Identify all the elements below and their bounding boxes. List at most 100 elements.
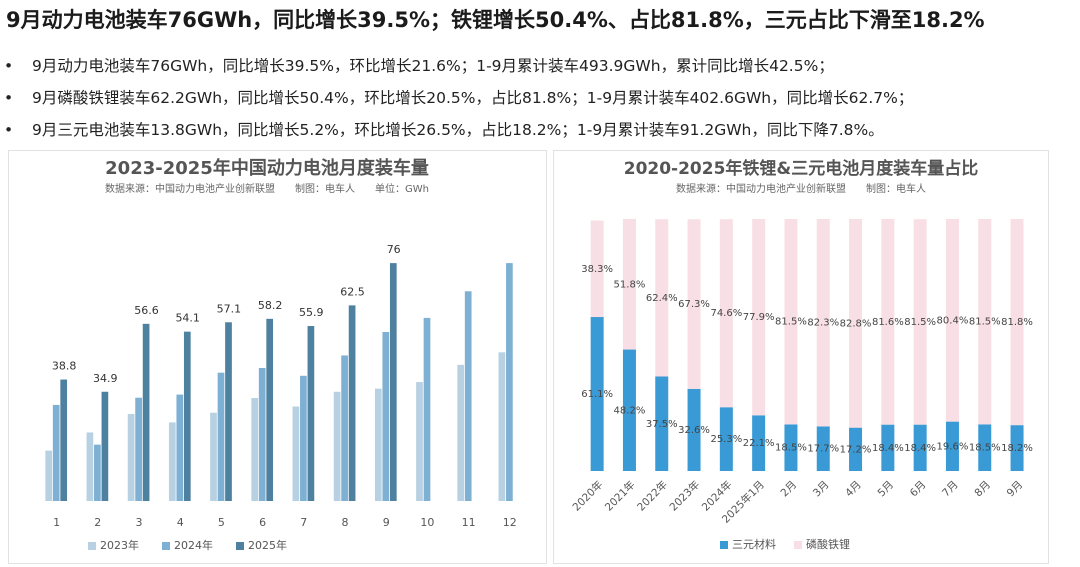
bar <box>266 318 274 501</box>
data-label: 77.9% <box>743 312 775 323</box>
data-label: 22.1% <box>743 438 775 449</box>
data-label: 18.5% <box>775 443 807 454</box>
bullet: • 9月三元电池装车13.8GWh，同比增长5.2%，环比增长26.5%，占比18… <box>4 121 884 139</box>
bar <box>374 388 382 501</box>
bar <box>176 394 184 501</box>
x-tick-label: 12 <box>503 516 517 529</box>
legend-label: 磷酸铁锂 <box>806 537 850 551</box>
data-label: 25.3% <box>710 434 742 445</box>
data-label: 18.4% <box>872 443 904 454</box>
x-tick-label: 11 <box>462 516 476 529</box>
bar <box>416 382 423 501</box>
data-label: 18.2% <box>1001 443 1033 454</box>
data-label: 80.4% <box>937 315 969 326</box>
chart-subtitle: 数据来源：中国动力电池产业创新联盟 制图：电车人 单位：GWh <box>105 182 429 195</box>
bar <box>457 364 465 501</box>
bar-segment <box>687 219 701 389</box>
bar-segment <box>816 219 830 427</box>
data-label: 17.2% <box>840 444 872 455</box>
x-tick-label: 3月 <box>811 479 832 500</box>
bar-segment <box>849 219 863 428</box>
data-label: 38.3% <box>581 264 613 275</box>
legend-swatch <box>794 541 802 549</box>
data-label: 32.6% <box>678 425 710 436</box>
x-tick-label: 1 <box>53 516 60 529</box>
x-tick-label: 9 <box>383 516 390 529</box>
bar-segment <box>622 219 636 350</box>
bar-segment <box>1010 425 1024 471</box>
bar <box>142 323 150 501</box>
bar <box>506 263 513 501</box>
data-label: 55.9 <box>299 306 324 319</box>
bar-segment <box>590 317 604 471</box>
data-label: 48.2% <box>614 405 646 416</box>
bullet-list: • 9月动力电池装车76GWh，同比增长39.5%，环比增长21.6%；1-9月累… <box>0 50 913 146</box>
bar <box>423 317 431 501</box>
x-tick-label: 6 <box>259 516 266 529</box>
bar-segment <box>687 388 701 471</box>
data-label: 19.6% <box>937 441 969 452</box>
x-tick-label: 5月 <box>875 479 896 500</box>
legend-swatch <box>162 542 170 550</box>
data-label: 81.5% <box>969 317 1001 328</box>
bar <box>135 397 142 501</box>
data-label: 57.1 <box>217 302 242 315</box>
bar-segment <box>719 407 733 471</box>
bar <box>210 412 217 501</box>
bar <box>258 367 266 501</box>
bar <box>127 413 135 501</box>
bullet-text: 9月三元电池装车13.8GWh，同比增长5.2%，环比增长26.5%，占比18.… <box>32 121 884 139</box>
bar <box>225 322 232 501</box>
bullet: • 9月磷酸铁锂装车62.2GWh，同比增长50.4%，环比增长20.5%，占比8… <box>4 89 914 107</box>
bar-segment <box>945 219 959 422</box>
bar <box>498 352 506 501</box>
x-tick-label: 2月 <box>779 479 800 500</box>
legend-swatch <box>88 542 96 550</box>
legend-swatch <box>720 541 728 549</box>
bar-segment <box>849 427 863 471</box>
legend-swatch <box>236 542 244 550</box>
data-label: 81.5% <box>775 317 807 328</box>
bullet: • 9月动力电池装车76GWh，同比增长39.5%，环比增长21.6%；1-9月累… <box>4 57 834 75</box>
x-tick-label: 6月 <box>908 479 929 500</box>
data-label: 82.3% <box>807 318 839 329</box>
x-tick-label: 4月 <box>843 479 864 500</box>
data-label: 37.5% <box>646 419 678 430</box>
bar <box>300 375 307 501</box>
x-tick-label: 9月 <box>1005 479 1026 500</box>
bullet-text: 9月磷酸铁锂装车62.2GWh，同比增长50.4%，环比增长20.5%，占比81… <box>32 89 914 107</box>
data-label: 17.7% <box>807 444 839 455</box>
x-tick-label: 5 <box>218 516 225 529</box>
x-tick-label: 2022年 <box>634 478 670 514</box>
x-tick-label: 10 <box>420 516 434 529</box>
data-label: 18.4% <box>904 443 936 454</box>
bar <box>52 404 60 501</box>
bar-segment <box>655 219 669 377</box>
bar <box>45 450 53 501</box>
bar-segment <box>622 349 636 471</box>
bar <box>382 331 390 501</box>
x-tick-label: 2 <box>94 516 101 529</box>
x-tick-label: 8 <box>342 516 349 529</box>
x-tick-label: 7 <box>300 516 307 529</box>
bar-segment <box>881 424 895 471</box>
bar <box>341 355 348 501</box>
x-tick-label: 8月 <box>972 479 993 500</box>
bar-segment <box>978 219 992 425</box>
legend-label: 2024年 <box>174 538 213 552</box>
bar-segment <box>1010 219 1024 426</box>
data-label: 67.3% <box>678 299 710 310</box>
bar <box>348 305 356 501</box>
chart-subtitle: 数据来源：中国动力电池产业创新联盟 制图：电车人 <box>676 182 926 195</box>
bar <box>101 391 109 501</box>
bar <box>307 326 315 501</box>
legend-label: 2025年 <box>248 538 287 552</box>
x-tick-label: 2023年 <box>667 478 703 514</box>
bar <box>292 406 300 501</box>
chart-title: 2023-2025年中国动力电池月度装车量 <box>105 157 429 179</box>
x-tick-label: 2020年 <box>570 478 606 514</box>
x-tick-label: 3 <box>136 516 143 529</box>
bar <box>217 372 225 501</box>
legend-label: 2023年 <box>100 538 139 552</box>
